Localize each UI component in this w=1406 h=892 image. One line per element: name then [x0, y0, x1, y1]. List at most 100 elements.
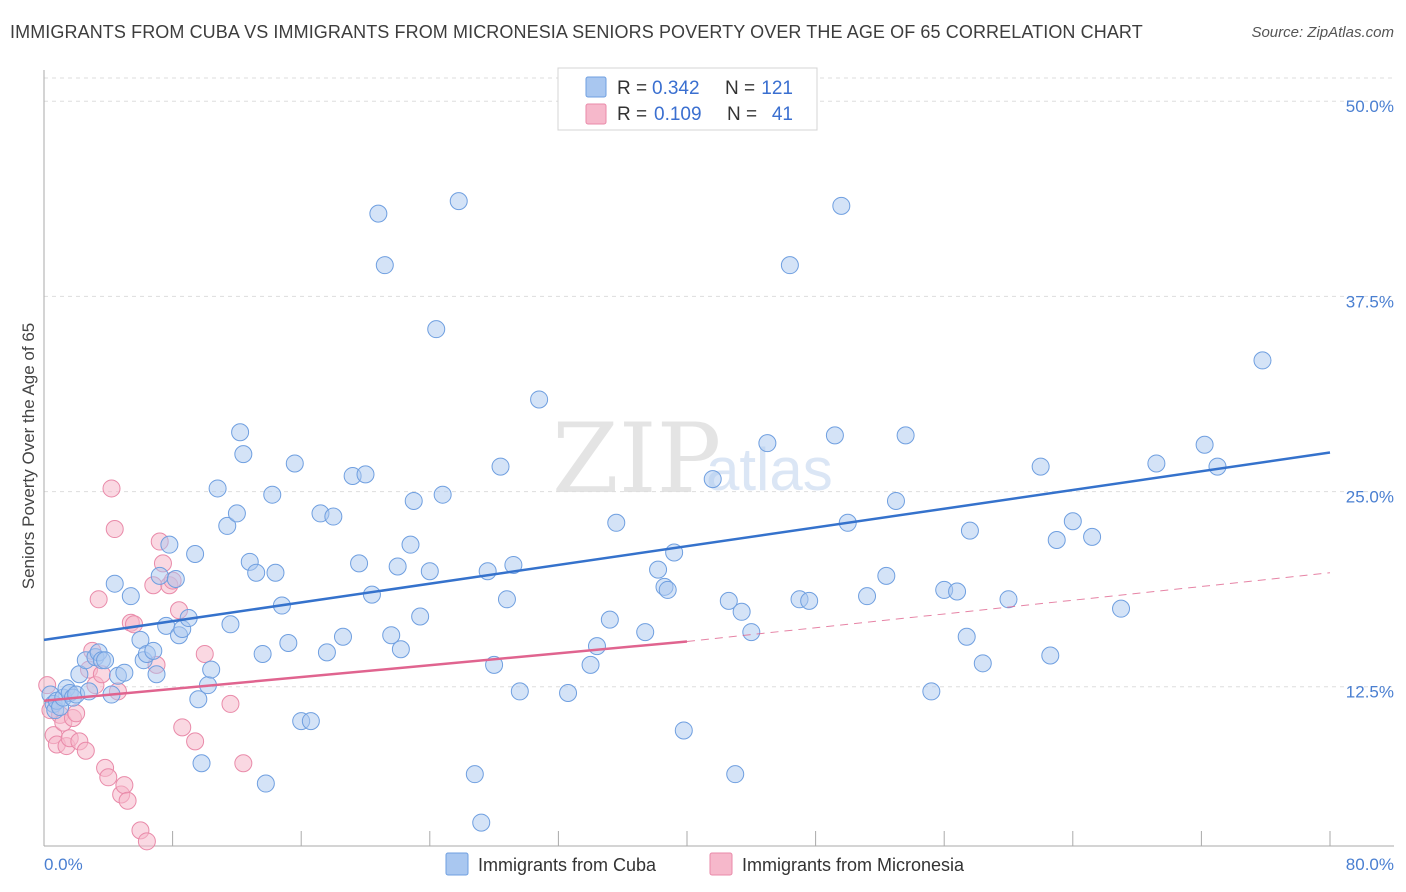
bottom-legend-swatch-micronesia — [709, 852, 733, 876]
micronesia-point-39 — [221, 694, 240, 713]
micronesia-point-37 — [186, 732, 205, 751]
cuba-point-26 — [147, 665, 166, 684]
cuba-point-40 — [218, 516, 237, 535]
cuba-point-39 — [208, 479, 227, 498]
cuba-point-55 — [301, 712, 320, 731]
source-credit: Source: ZipAtlas.com — [1251, 24, 1394, 41]
cuba-point-66 — [382, 626, 401, 645]
cuba-point-52 — [279, 634, 298, 653]
cuba-point-85 — [559, 683, 578, 702]
cuba-point-73 — [427, 320, 446, 339]
y-axis-title: Seniors Poverty Over the Age of 65 — [19, 323, 38, 589]
cuba-point-20 — [115, 663, 134, 682]
cuba-point-97 — [719, 591, 738, 610]
cuba-point-121 — [1047, 530, 1066, 549]
cuba-point-84 — [530, 390, 549, 409]
series-cuba-points — [41, 192, 1272, 832]
cuba-point-125 — [1147, 454, 1166, 473]
cuba-point-27 — [150, 566, 169, 585]
cuba-point-80 — [491, 457, 510, 476]
cuba-point-95 — [674, 721, 693, 740]
micronesia-point-18 — [99, 768, 118, 787]
cuba-point-65 — [375, 256, 394, 275]
cuba-point-42 — [227, 504, 246, 523]
stats-legend: R = 0.342 N = 121 R = 0.109 N = 41 — [557, 67, 818, 131]
legend-micronesia-r-label: R = — [617, 104, 647, 125]
cuba-point-64 — [369, 204, 388, 223]
cuba-point-57 — [317, 643, 336, 662]
cuba-point-102 — [780, 256, 799, 275]
cuba-point-50 — [266, 563, 285, 582]
micronesia-point-38 — [195, 644, 214, 663]
cuba-point-83 — [510, 682, 529, 701]
cuba-point-59 — [333, 627, 352, 646]
cuba-point-68 — [391, 640, 410, 659]
legend-cuba-n-value: 121 — [761, 78, 793, 99]
cuba-point-117 — [973, 654, 992, 673]
cuba-point-110 — [886, 491, 905, 510]
cuba-point-101 — [758, 434, 777, 453]
grid — [44, 77, 1394, 688]
cuba-point-67 — [388, 557, 407, 576]
y-tick-label-2: 37.5% — [1346, 292, 1394, 311]
cuba-point-118 — [999, 590, 1018, 609]
series-legend: Immigrants from Cuba Immigrants from Mic… — [445, 852, 965, 876]
y-tick-label-1: 25.0% — [1346, 488, 1394, 507]
cuba-point-58 — [324, 507, 343, 526]
x-tick-label-max: 80.0% — [1346, 855, 1394, 874]
cuba-point-35 — [189, 690, 208, 709]
micronesia-point-36 — [173, 718, 192, 737]
micronesia-point-23 — [115, 776, 134, 795]
cuba-point-86 — [581, 655, 600, 674]
cuba-point-71 — [411, 607, 430, 626]
cuba-point-116 — [960, 521, 979, 540]
cuba-point-21 — [121, 587, 140, 606]
cuba-point-100 — [742, 623, 761, 642]
cuba-point-16 — [96, 651, 115, 670]
cuba-point-63 — [362, 585, 381, 604]
cuba-point-41 — [221, 615, 240, 634]
cuba-point-106 — [832, 196, 851, 215]
bottom-legend-swatch-cuba — [445, 852, 469, 876]
micronesia-point-26 — [125, 615, 144, 634]
cuba-point-43 — [231, 423, 250, 442]
cuba-point-53 — [285, 454, 304, 473]
cuba-point-98 — [726, 765, 745, 784]
cuba-point-74 — [433, 485, 452, 504]
cuba-point-124 — [1112, 599, 1131, 618]
legend-cuba-r-value: 0.342 — [652, 78, 700, 99]
cuba-point-88 — [600, 610, 619, 629]
chart-title: IMMIGRANTS FROM CUBA VS IMMIGRANTS FROM … — [10, 22, 1143, 42]
micronesia-point-28 — [137, 832, 156, 851]
legend-cuba-n-label: N = — [725, 78, 755, 99]
micronesia-point-11 — [76, 741, 95, 760]
y-tick-label-0: 12.5% — [1346, 683, 1394, 702]
micronesia-point-20 — [105, 520, 124, 539]
legend-swatch-micronesia — [585, 103, 607, 125]
y-tick-labels: 12.5% 25.0% 37.5% 50.0% — [1346, 97, 1394, 702]
cuba-point-123 — [1083, 527, 1102, 546]
cuba-point-115 — [957, 627, 976, 646]
cuba-point-126 — [1195, 435, 1214, 454]
bottom-legend-label-cuba: Immigrants from Cuba — [478, 855, 657, 875]
cuba-point-38 — [202, 660, 221, 679]
micronesia-point-9 — [67, 704, 86, 723]
cuba-point-114 — [948, 582, 967, 601]
y-tick-label-3: 50.0% — [1346, 97, 1394, 116]
cuba-point-122 — [1063, 512, 1082, 531]
cuba-point-69 — [401, 535, 420, 554]
micronesia-point-24 — [118, 791, 137, 810]
cuba-point-119 — [1031, 457, 1050, 476]
cuba-point-44 — [234, 445, 253, 464]
cuba-point-90 — [636, 623, 655, 642]
cuba-point-120 — [1041, 646, 1060, 665]
micronesia-point-19 — [102, 479, 121, 498]
cuba-point-96 — [703, 470, 722, 489]
micronesia-point-40 — [234, 754, 253, 773]
cuba-point-76 — [465, 765, 484, 784]
cuba-point-62 — [356, 465, 375, 484]
watermark: ZIP atlas — [552, 403, 833, 515]
cuba-point-109 — [877, 566, 896, 585]
x-tick-label-min: 0.0% — [44, 855, 83, 874]
